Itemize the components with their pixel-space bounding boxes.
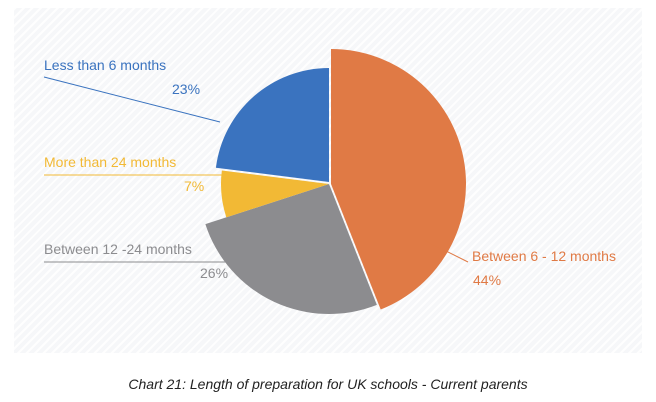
leader-line-3	[43, 76, 221, 123]
slice-value-label-3: 23%	[172, 81, 200, 97]
leader-line-0	[423, 239, 469, 263]
leader-lines	[43, 76, 469, 263]
pie-slice-3	[215, 68, 329, 182]
pie-slice-2	[220, 170, 329, 218]
slice-value-label-1: 26%	[200, 265, 228, 281]
slice-value-label-0: 44%	[473, 272, 501, 288]
chart-caption: Chart 21: Length of preparation for UK s…	[128, 376, 528, 392]
slice-value-label-2: 7%	[184, 178, 204, 194]
slice-label-0: Between 6 - 12 months	[472, 248, 616, 264]
pie-slices	[205, 49, 467, 315]
slice-label-2: More than 24 months	[44, 154, 176, 170]
slice-label-1: Between 12 -24 months	[44, 241, 192, 257]
slice-labels: Between 6 - 12 months 44% Between 12 -24 m…	[44, 57, 616, 288]
slice-label-3: Less than 6 months	[44, 57, 166, 73]
pie-slice-1	[205, 184, 377, 315]
